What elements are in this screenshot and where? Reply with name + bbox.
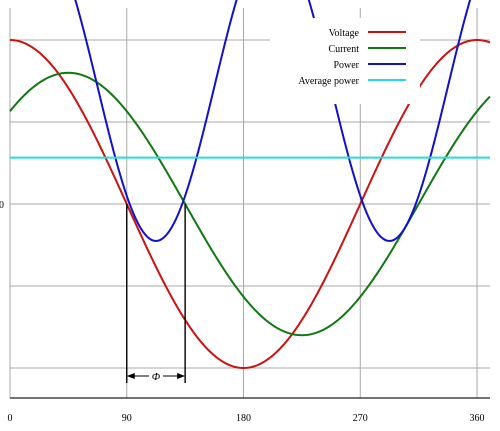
x-tick-label: 360 [470,413,485,424]
x-tick-label: 270 [353,413,368,424]
legend-label: Average power [298,76,359,87]
legend-label: Current [328,44,359,55]
series-line-power [74,0,472,242]
phase-marker-arrowhead-left [126,373,135,379]
x-tick-label: 90 [122,413,132,424]
legend-label: Power [333,60,359,71]
legend-label: Voltage [329,28,360,39]
x-tick-label: 180 [236,413,251,424]
phase-annotation: Φ [126,204,186,383]
phase-label-background [148,369,163,382]
x-tick-label: 0 [8,413,13,424]
tick-labels: 0 90 180 270 360 0 [0,200,485,424]
phase-label: Φ [152,371,161,383]
phase-marker-arrowhead-right [177,373,186,379]
legend: Voltage Current Power Average power [270,18,420,104]
y-tick-label: 0 [0,200,4,211]
